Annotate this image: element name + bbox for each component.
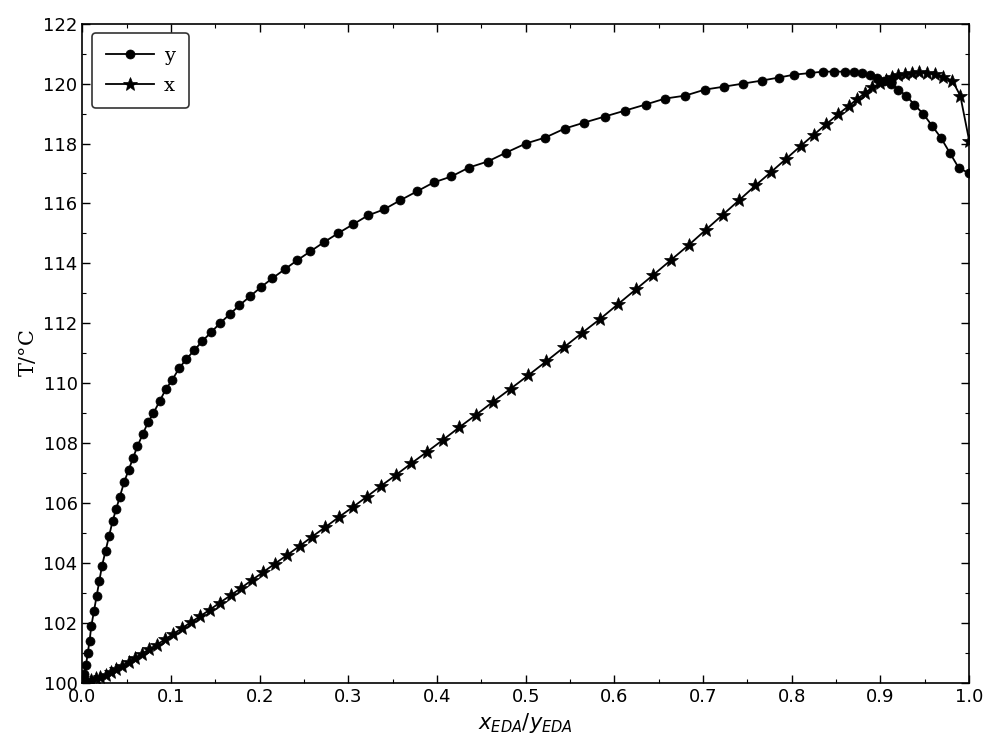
y <box>76 678 88 687</box>
y <box>817 67 829 76</box>
y <box>173 364 185 373</box>
x <box>361 492 373 501</box>
x <box>913 68 925 77</box>
Legend: y, x: y, x <box>92 33 189 108</box>
x <box>347 502 359 511</box>
Y-axis label: T/$\mathregular{°}$C: T/$\mathregular{°}$C <box>17 329 38 378</box>
y <box>926 121 938 130</box>
Line: x: x <box>76 65 976 690</box>
y <box>362 211 374 220</box>
y <box>963 169 975 178</box>
y <box>205 328 217 337</box>
x <box>780 154 792 163</box>
x <box>963 136 975 145</box>
x <box>576 329 588 338</box>
X-axis label: $x_{EDA}/y_{EDA}$: $x_{EDA}/y_{EDA}$ <box>478 711 573 735</box>
y <box>114 493 126 502</box>
x <box>76 678 88 687</box>
Line: y: y <box>78 67 974 687</box>
y <box>180 355 192 364</box>
x <box>225 591 237 600</box>
x <box>204 605 216 614</box>
